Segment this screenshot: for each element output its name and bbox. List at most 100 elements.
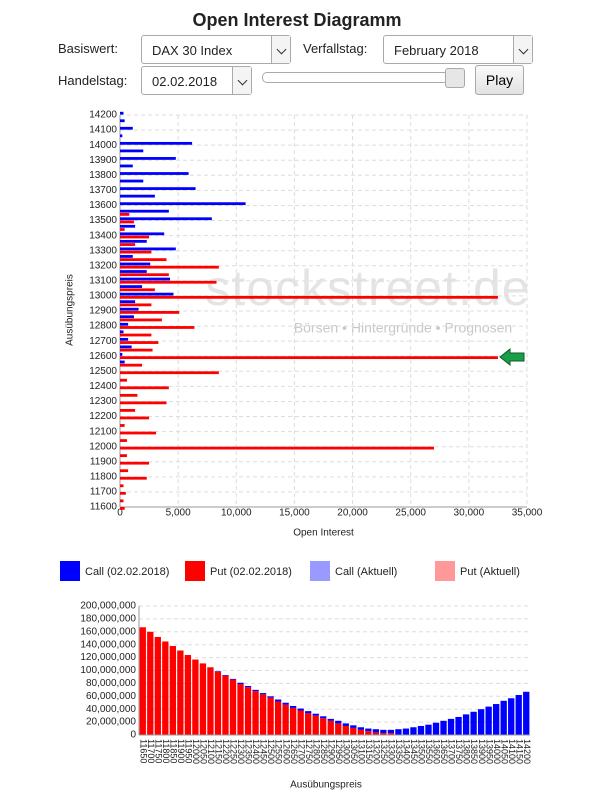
x-tick-label: 12650 [289,739,299,764]
y-tick-label: 13300 [89,245,117,256]
bar [120,303,152,307]
price-arrow [499,347,525,367]
y-tick-label: 200,000,000 [80,601,136,612]
bar [199,663,207,735]
bar [417,725,425,735]
bar [252,689,259,692]
bar [120,416,150,420]
dropdown-icon [237,75,248,86]
y-tick-label: 13800 [89,170,117,181]
legend-swatch [60,561,80,581]
bar [365,731,372,735]
y-tick-label: 12800 [89,321,117,332]
bar [120,213,130,216]
x-tick-label: 13000 [341,739,351,764]
handelstag-label: Handelstag: [58,73,128,88]
bar [297,710,304,735]
bar [120,378,127,382]
bar [327,720,334,735]
bar [120,209,169,213]
bar [395,729,402,735]
bar [120,307,139,311]
y-tick-label: 180,000,000 [80,614,136,625]
bar [120,401,167,405]
bar [120,164,133,168]
y-tick-label: 12400 [89,381,117,392]
x-tick-label: 35,000 [512,508,543,519]
verfallstag-select[interactable]: February 2018 [383,35,533,64]
bar [120,333,152,337]
bar [120,232,165,236]
bar [214,671,222,735]
slider-thumb[interactable] [445,68,465,88]
y-tick-label: 13500 [89,215,117,226]
bar [120,499,124,503]
x-tick-label: 13900 [477,739,487,764]
bar [120,247,176,251]
y-tick-label: 13400 [89,230,117,241]
y-tick-label: 11900 [90,456,118,467]
x-tick-label: 30,000 [454,508,485,519]
x-tick-label: 11850 [168,739,178,763]
bar [120,172,189,175]
x-tick-label: 13400 [402,739,412,764]
bar [365,728,372,732]
x-tick-label: 11950 [184,739,194,763]
x-tick-label: 13250 [379,739,389,764]
bar [120,363,143,367]
bar [207,667,214,735]
bar [350,725,357,728]
x-tick-label: 13500 [417,739,427,764]
bar [120,194,155,198]
bar [120,295,498,299]
handelstag-value: 02.02.2018 [152,74,218,89]
x-tick-label: 14100 [507,739,517,764]
bar [222,675,229,735]
x-tick-label: 13950 [484,739,494,764]
bar [120,431,157,435]
bar [380,729,387,734]
x-axis-title: Ausübungspreis [290,780,362,791]
y-tick-label: 12300 [89,396,117,407]
bar [500,700,507,735]
bar [267,696,274,698]
handelstag-select[interactable]: 02.02.2018 [141,66,252,95]
bar [274,701,282,735]
y-tick-label: 11700 [90,487,118,498]
legend-label: Put (Aktuell) [460,566,520,578]
bar [120,285,143,288]
x-tick-label: 13150 [364,739,374,764]
bar [120,424,125,427]
bar [387,733,395,735]
date-slider[interactable] [262,72,465,83]
legend-label: Call (02.02.2018) [85,566,169,578]
bar [289,705,297,708]
bar [274,699,282,702]
bar [229,678,237,680]
bar [120,348,153,352]
bar [120,322,129,326]
bar [120,507,125,510]
x-tick-label: 14150 [514,739,524,764]
bar [380,733,387,735]
bar [120,134,123,138]
bar [222,675,229,676]
x-tick-label: 13600 [432,739,442,764]
bar [252,691,259,735]
basiswert-select[interactable]: DAX 30 Index [141,35,291,64]
bar [120,273,169,277]
bar [350,727,357,735]
x-tick-label: 13800 [462,739,472,764]
y-tick-label: 13200 [89,260,117,271]
y-tick-label: 140,000,000 [80,639,136,650]
bar [282,702,289,705]
bar [120,217,212,221]
bar [120,345,132,349]
bar [120,476,147,480]
bar [120,360,125,364]
bar [462,714,470,735]
bar [312,715,319,735]
bar [120,157,176,160]
play-button[interactable]: Play [475,65,524,95]
x-tick-label: 12950 [334,739,344,764]
